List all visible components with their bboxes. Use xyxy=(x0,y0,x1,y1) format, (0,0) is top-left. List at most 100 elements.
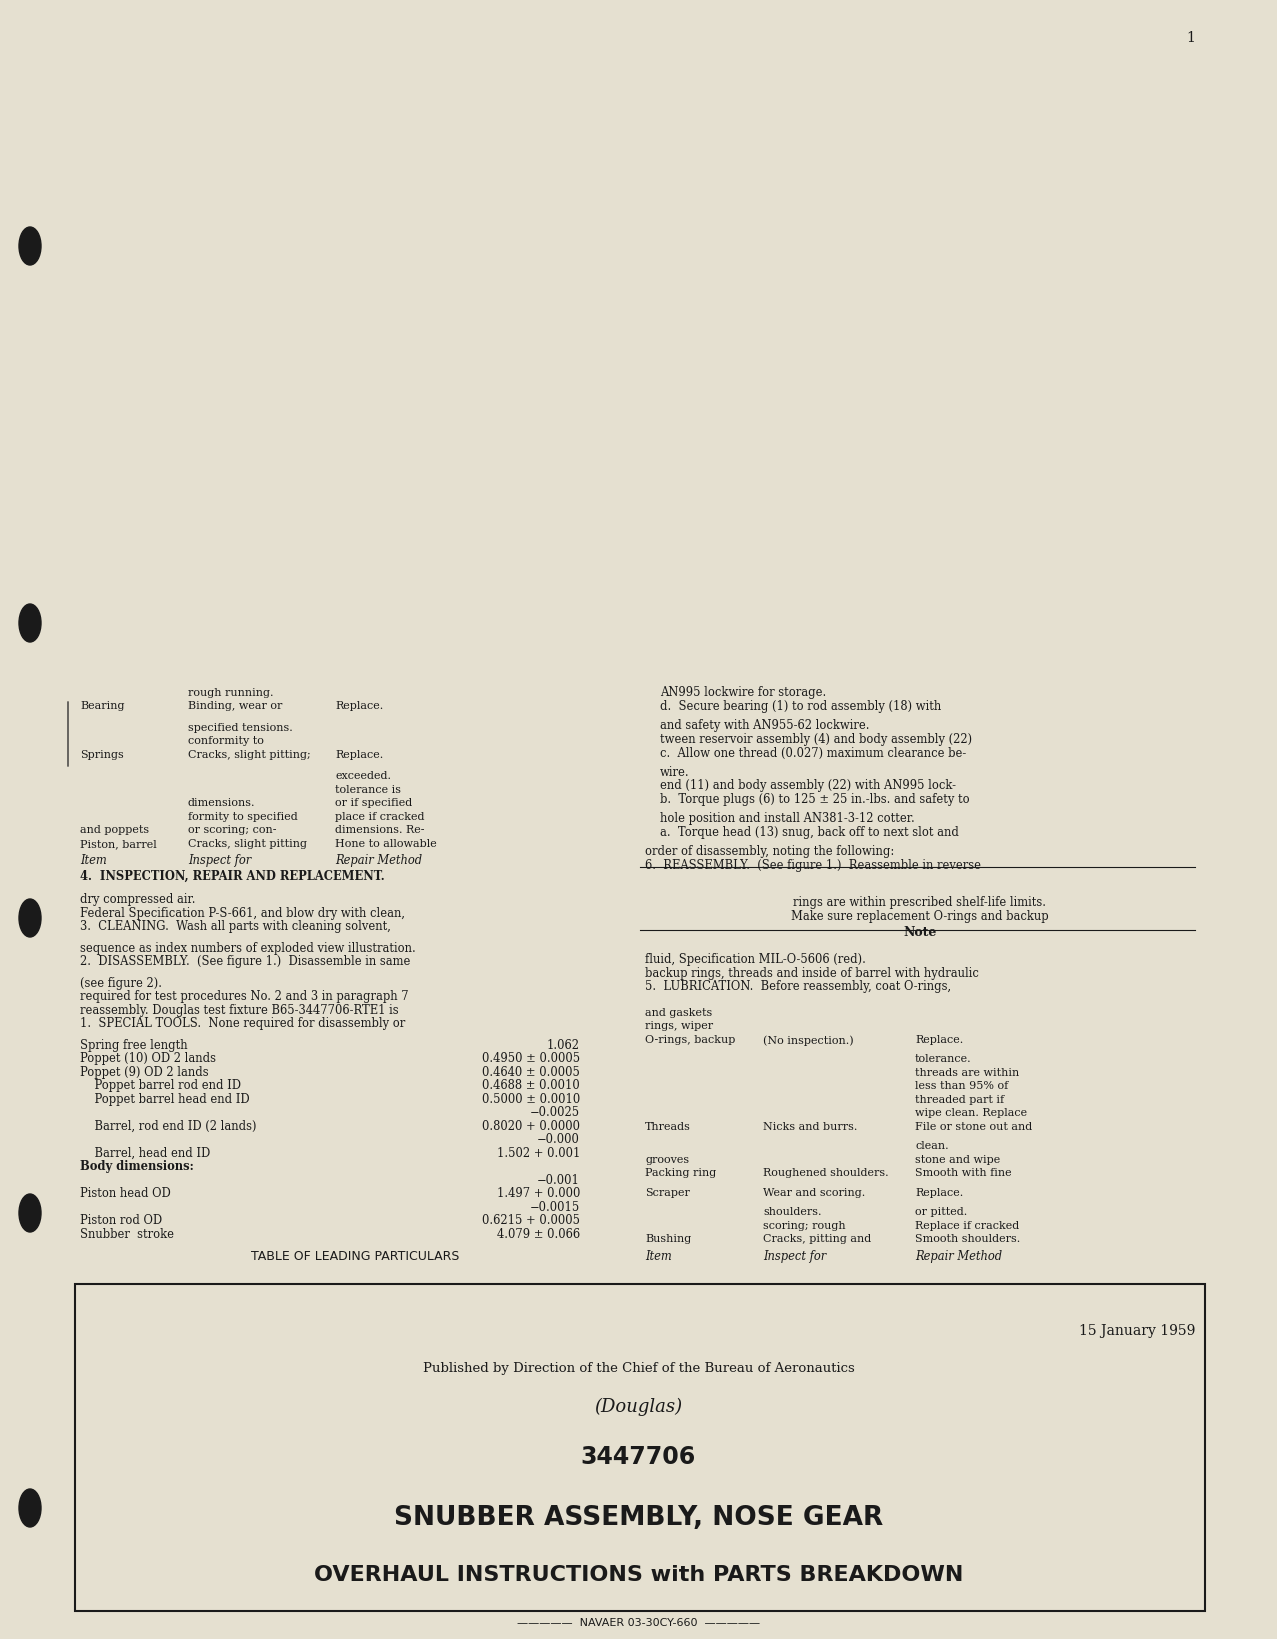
Text: 0.6215 + 0.0005: 0.6215 + 0.0005 xyxy=(481,1214,580,1226)
Text: (No inspection.): (No inspection.) xyxy=(762,1034,853,1046)
Text: order of disassembly, noting the following:: order of disassembly, noting the followi… xyxy=(645,846,894,857)
Text: Snubber  stroke: Snubber stroke xyxy=(80,1228,174,1241)
Text: Inspect for: Inspect for xyxy=(188,854,252,867)
Text: required for test procedures No. 2 and 3 in paragraph 7: required for test procedures No. 2 and 3… xyxy=(80,990,409,1003)
Text: specified tensions.: specified tensions. xyxy=(188,723,292,733)
Text: Item: Item xyxy=(645,1249,672,1262)
Text: Body dimensions:: Body dimensions: xyxy=(80,1160,194,1174)
Text: 3.  CLEANING.  Wash all parts with cleaning solvent,: 3. CLEANING. Wash all parts with cleanin… xyxy=(80,919,391,933)
Text: Cracks, slight pitting;: Cracks, slight pitting; xyxy=(188,749,310,759)
Text: rings are within prescribed shelf-life limits.: rings are within prescribed shelf-life l… xyxy=(793,897,1046,910)
Text: Spring free length: Spring free length xyxy=(80,1039,188,1051)
Text: or scoring; con-: or scoring; con- xyxy=(188,824,277,834)
Text: Replace.: Replace. xyxy=(335,749,383,759)
Text: SNUBBER ASSEMBLY, NOSE GEAR: SNUBBER ASSEMBLY, NOSE GEAR xyxy=(393,1505,884,1531)
Ellipse shape xyxy=(19,1490,41,1528)
Text: dimensions.: dimensions. xyxy=(188,798,255,808)
Text: Cracks, pitting and: Cracks, pitting and xyxy=(762,1234,871,1244)
Ellipse shape xyxy=(19,228,41,266)
Text: hole position and install AN381-3-12 cotter.: hole position and install AN381-3-12 cot… xyxy=(660,811,914,824)
Text: Bushing: Bushing xyxy=(645,1234,691,1244)
Text: 6.  REASSEMBLY.  (See figure 1.)  Reassemble in reverse: 6. REASSEMBLY. (See figure 1.) Reassembl… xyxy=(645,859,981,872)
Text: Replace if cracked: Replace if cracked xyxy=(916,1221,1019,1231)
Text: Smooth with fine: Smooth with fine xyxy=(916,1167,1011,1178)
Text: dimensions. Re-: dimensions. Re- xyxy=(335,824,424,834)
Text: 0.4640 ± 0.0005: 0.4640 ± 0.0005 xyxy=(483,1065,580,1078)
Text: 5.  LUBRICATION.  Before reassembly, coat O-rings,: 5. LUBRICATION. Before reassembly, coat … xyxy=(645,980,951,993)
Text: 4.079 ± 0.066: 4.079 ± 0.066 xyxy=(497,1228,580,1241)
Text: (see figure 2).: (see figure 2). xyxy=(80,977,162,990)
Text: 15 January 1959: 15 January 1959 xyxy=(1079,1323,1195,1337)
Text: shoulders.: shoulders. xyxy=(762,1206,821,1216)
Text: 3447706: 3447706 xyxy=(581,1444,696,1469)
Text: Piston head OD: Piston head OD xyxy=(80,1187,171,1200)
Text: end (11) and body assembly (22) with AN995 lock-: end (11) and body assembly (22) with AN9… xyxy=(660,779,956,792)
Text: c.  Allow one thread (0.027) maximum clearance be-: c. Allow one thread (0.027) maximum clea… xyxy=(660,746,967,759)
Text: −0.0015: −0.0015 xyxy=(530,1200,580,1213)
Text: grooves: grooves xyxy=(645,1154,690,1164)
Text: Poppet (10) OD 2 lands: Poppet (10) OD 2 lands xyxy=(80,1052,216,1065)
Text: Wear and scoring.: Wear and scoring. xyxy=(762,1187,866,1196)
Text: and safety with AN955-62 lockwire.: and safety with AN955-62 lockwire. xyxy=(660,720,870,733)
Text: O-rings, backup: O-rings, backup xyxy=(645,1034,736,1044)
Text: sequence as index numbers of exploded view illustration.: sequence as index numbers of exploded vi… xyxy=(80,941,416,954)
Text: OVERHAUL INSTRUCTIONS with PARTS BREAKDOWN: OVERHAUL INSTRUCTIONS with PARTS BREAKDO… xyxy=(314,1564,963,1583)
Text: and gaskets: and gaskets xyxy=(645,1008,713,1018)
Text: rough running.: rough running. xyxy=(188,688,273,698)
Text: Repair Method: Repair Method xyxy=(335,854,423,867)
Text: Published by Direction of the Chief of the Bureau of Aeronautics: Published by Direction of the Chief of t… xyxy=(423,1360,854,1373)
Text: Piston rod OD: Piston rod OD xyxy=(80,1214,162,1226)
Text: Replace.: Replace. xyxy=(335,701,383,711)
Text: threads are within: threads are within xyxy=(916,1067,1019,1077)
Text: TABLE OF LEADING PARTICULARS: TABLE OF LEADING PARTICULARS xyxy=(250,1249,460,1262)
Text: or pitted.: or pitted. xyxy=(916,1206,967,1216)
Text: Make sure replacement O-rings and backup: Make sure replacement O-rings and backup xyxy=(792,910,1048,923)
Text: Roughened shoulders.: Roughened shoulders. xyxy=(762,1167,889,1178)
Bar xyxy=(75,1285,1205,1611)
Text: Hone to allowable: Hone to allowable xyxy=(335,839,437,849)
Text: Threads: Threads xyxy=(645,1121,691,1131)
Text: or if specified: or if specified xyxy=(335,798,412,808)
Text: Poppet barrel rod end ID: Poppet barrel rod end ID xyxy=(80,1078,241,1092)
Text: less than 95% of: less than 95% of xyxy=(916,1080,1009,1092)
Text: tween reservoir assembly (4) and body assembly (22): tween reservoir assembly (4) and body as… xyxy=(660,733,972,746)
Text: Nicks and burrs.: Nicks and burrs. xyxy=(762,1121,857,1131)
Text: Barrel, head end ID: Barrel, head end ID xyxy=(80,1146,211,1159)
Text: 0.8020 + 0.0000: 0.8020 + 0.0000 xyxy=(481,1119,580,1133)
Text: 4.  INSPECTION, REPAIR AND REPLACEMENT.: 4. INSPECTION, REPAIR AND REPLACEMENT. xyxy=(80,869,384,882)
Text: rings, wiper: rings, wiper xyxy=(645,1021,713,1031)
Text: 1.502 + 0.001: 1.502 + 0.001 xyxy=(497,1146,580,1159)
Text: 1.062: 1.062 xyxy=(547,1039,580,1051)
Text: 1: 1 xyxy=(1186,31,1195,44)
Text: tolerance is: tolerance is xyxy=(335,785,401,795)
Text: threaded part if: threaded part if xyxy=(916,1095,1004,1105)
Text: −0.000: −0.000 xyxy=(538,1133,580,1146)
Text: clean.: clean. xyxy=(916,1141,949,1151)
Text: Piston, barrel: Piston, barrel xyxy=(80,839,157,849)
Text: Scraper: Scraper xyxy=(645,1187,690,1196)
Text: —————  NAVAER 03-30CY-660  —————: ————— NAVAER 03-30CY-660 ————— xyxy=(517,1618,760,1628)
Text: (Douglas): (Douglas) xyxy=(594,1396,683,1416)
Text: Bearing: Bearing xyxy=(80,701,124,711)
Text: formity to specified: formity to specified xyxy=(188,811,298,821)
Text: AN995 lockwire for storage.: AN995 lockwire for storage. xyxy=(660,687,826,700)
Text: wipe clean. Replace: wipe clean. Replace xyxy=(916,1108,1027,1118)
Text: Packing ring: Packing ring xyxy=(645,1167,716,1178)
Text: Binding, wear or: Binding, wear or xyxy=(188,701,282,711)
Text: File or stone out and: File or stone out and xyxy=(916,1121,1032,1131)
Ellipse shape xyxy=(19,1195,41,1233)
Text: 0.4950 ± 0.0005: 0.4950 ± 0.0005 xyxy=(481,1052,580,1065)
Text: conformity to: conformity to xyxy=(188,736,264,746)
Text: 2.  DISASSEMBLY.  (See figure 1.)  Disassemble in same: 2. DISASSEMBLY. (See figure 1.) Disassem… xyxy=(80,956,410,969)
Text: Springs: Springs xyxy=(80,749,124,759)
Text: backup rings, threads and inside of barrel with hydraulic: backup rings, threads and inside of barr… xyxy=(645,967,979,980)
Text: wire.: wire. xyxy=(660,765,690,779)
Text: 1.  SPECIAL TOOLS.  None required for disassembly or: 1. SPECIAL TOOLS. None required for disa… xyxy=(80,1016,405,1029)
Text: −0.001: −0.001 xyxy=(538,1174,580,1187)
Text: Poppet barrel head end ID: Poppet barrel head end ID xyxy=(80,1092,249,1105)
Ellipse shape xyxy=(19,605,41,642)
Text: a.  Torque head (13) snug, back off to next slot and: a. Torque head (13) snug, back off to ne… xyxy=(660,826,959,839)
Text: Federal Specification P-S-661, and blow dry with clean,: Federal Specification P-S-661, and blow … xyxy=(80,906,405,919)
Text: Inspect for: Inspect for xyxy=(762,1249,826,1262)
Text: Replace.: Replace. xyxy=(916,1034,963,1044)
